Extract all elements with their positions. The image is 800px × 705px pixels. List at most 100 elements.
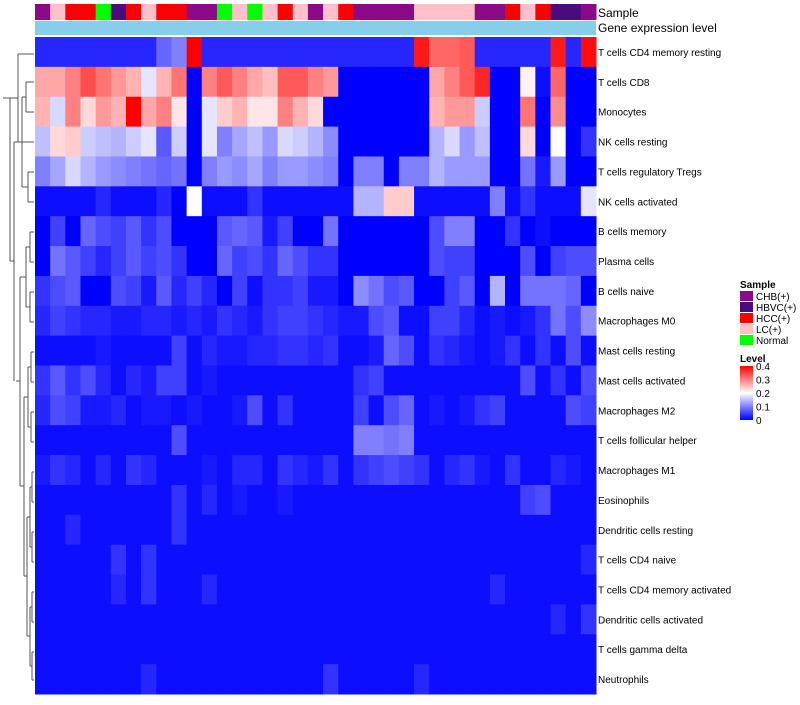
heatmap-cell xyxy=(338,395,354,426)
heatmap-cell xyxy=(444,305,461,337)
heatmap-cell xyxy=(489,305,506,337)
heatmap-cell xyxy=(368,544,385,576)
heatmap-cell xyxy=(186,37,203,68)
heatmap-cell xyxy=(565,186,582,217)
heatmap-cell xyxy=(429,365,445,396)
heatmap-cell xyxy=(110,455,127,486)
sample-annotation-cell xyxy=(156,4,172,20)
heatmap-cell xyxy=(414,96,430,128)
heatmap-cell xyxy=(505,186,521,217)
heatmap-cell xyxy=(307,365,324,396)
heatmap-cell xyxy=(474,514,491,546)
heatmap-cell xyxy=(95,604,112,635)
sample-annotation-cell xyxy=(201,4,218,20)
heatmap-cell xyxy=(489,365,506,396)
heatmap-cell xyxy=(368,216,385,247)
heatmap-cell xyxy=(125,305,142,337)
heatmap-cell xyxy=(414,66,430,98)
heatmap-cell xyxy=(580,66,597,98)
heatmap-cell xyxy=(459,126,476,157)
sample-annotation-cell xyxy=(95,4,112,20)
heatmap-cell xyxy=(156,574,172,605)
heatmap-cell xyxy=(489,395,506,426)
heatmap-cell xyxy=(277,664,294,695)
heatmap-cell xyxy=(565,604,582,635)
heatmap-cell xyxy=(338,604,354,635)
heatmap-cell xyxy=(353,186,370,217)
heatmap-cell xyxy=(80,664,97,695)
legend-swatch xyxy=(740,324,753,334)
heatmap-cell xyxy=(459,37,476,68)
heatmap-cell xyxy=(292,574,309,605)
heatmap-cell xyxy=(125,395,142,426)
heatmap-cell xyxy=(505,126,521,157)
heatmap-cell xyxy=(474,305,491,337)
heatmap-cell xyxy=(292,275,309,307)
heatmap-cell xyxy=(353,395,370,426)
heatmap-cell xyxy=(323,156,339,187)
heatmap-cell xyxy=(520,455,536,486)
heatmap-cell xyxy=(262,544,279,576)
heatmap-cell xyxy=(216,634,233,665)
heatmap-cell xyxy=(383,395,400,426)
heatmap-cell xyxy=(307,275,324,307)
heatmap-cell xyxy=(262,634,279,665)
heatmap-cell xyxy=(35,126,51,157)
heatmap-cell xyxy=(156,275,172,307)
heatmap-cell xyxy=(277,246,294,277)
heatmap-cell xyxy=(580,37,597,68)
heatmap-cell xyxy=(65,156,81,187)
row-label: T cells gamma delta xyxy=(598,645,688,656)
heatmap-cell xyxy=(565,156,582,187)
heatmap-cell xyxy=(338,514,354,546)
heatmap-cell xyxy=(50,156,66,187)
heatmap-cell xyxy=(141,395,157,426)
heatmap-cell xyxy=(338,664,354,695)
heatmap-cell xyxy=(489,455,506,486)
heatmap-cell xyxy=(580,96,597,128)
heatmap-cell xyxy=(80,305,97,337)
heatmap-cell xyxy=(383,634,400,665)
heatmap-cell xyxy=(95,544,112,576)
heatmap-cell xyxy=(65,425,81,456)
heatmap-cell xyxy=(186,335,203,366)
heatmap-cell xyxy=(535,455,552,486)
heatmap-cell xyxy=(171,455,188,486)
heatmap-cell xyxy=(398,425,415,456)
heatmap-cell xyxy=(171,305,188,337)
heatmap-cell xyxy=(474,216,491,247)
legend-sample-label: Normal xyxy=(756,336,788,347)
heatmap-cell xyxy=(292,544,309,576)
heatmap-cell xyxy=(323,514,339,546)
heatmap-cell xyxy=(50,604,66,635)
heatmap-cell xyxy=(353,664,370,695)
heatmap-cell xyxy=(232,66,248,98)
heatmap-cell xyxy=(550,514,567,546)
heatmap-cell xyxy=(414,395,430,426)
heatmap-cell xyxy=(489,156,506,187)
heatmap-cell xyxy=(489,574,506,605)
heatmap-cell xyxy=(277,365,294,396)
heatmap-cell xyxy=(383,246,400,277)
heatmap-cell xyxy=(414,246,430,277)
heatmap-cell xyxy=(520,186,536,217)
heatmap-cell xyxy=(80,634,97,665)
heatmap-cell xyxy=(65,634,81,665)
heatmap-cell xyxy=(65,246,81,277)
heatmap-cell xyxy=(353,574,370,605)
heatmap-cell xyxy=(80,335,97,366)
heatmap-cell xyxy=(232,37,248,68)
legend-sample-label: LC(+) xyxy=(756,325,781,336)
heatmap-cell xyxy=(505,455,521,486)
heatmap-cell xyxy=(232,156,248,187)
sample-annotation-cell xyxy=(550,4,567,20)
heatmap-cell xyxy=(247,156,263,187)
heatmap-cell xyxy=(368,664,385,695)
heatmap-cell xyxy=(262,604,279,635)
heatmap-cell xyxy=(535,634,552,665)
heatmap-cell xyxy=(474,126,491,157)
heatmap-cell xyxy=(80,484,97,516)
heatmap-cell xyxy=(368,156,385,187)
heatmap-cell xyxy=(520,365,536,396)
heatmap-cell xyxy=(398,96,415,128)
